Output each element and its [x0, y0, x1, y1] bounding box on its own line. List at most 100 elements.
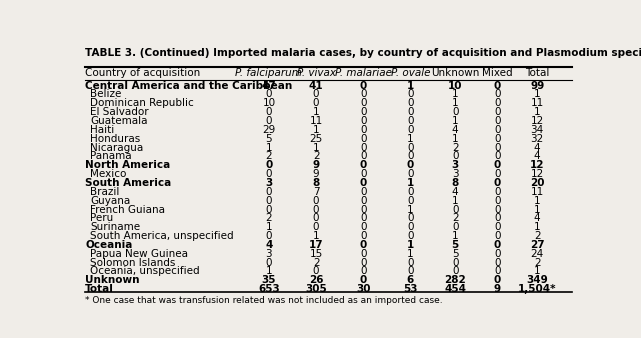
- Text: 4: 4: [452, 125, 458, 135]
- Text: 32: 32: [531, 134, 544, 144]
- Text: Unknown: Unknown: [85, 275, 140, 285]
- Text: P. falciparum: P. falciparum: [235, 68, 303, 78]
- Text: 2: 2: [452, 143, 458, 152]
- Text: * One case that was transfusion related was not included as an imported case.: * One case that was transfusion related …: [85, 296, 443, 305]
- Text: Total: Total: [525, 68, 549, 78]
- Text: 1: 1: [452, 196, 458, 206]
- Text: Central America and the Caribbean: Central America and the Caribbean: [85, 81, 292, 91]
- Text: 24: 24: [531, 249, 544, 259]
- Text: 0: 0: [452, 258, 458, 268]
- Text: 10: 10: [262, 98, 276, 108]
- Text: 27: 27: [530, 240, 544, 250]
- Text: 0: 0: [360, 196, 367, 206]
- Text: 1,504*: 1,504*: [518, 284, 556, 294]
- Text: 0: 0: [360, 134, 367, 144]
- Text: P. malariae: P. malariae: [335, 68, 392, 78]
- Text: 0: 0: [452, 222, 458, 232]
- Text: 0: 0: [360, 160, 367, 170]
- Text: 0: 0: [494, 231, 501, 241]
- Text: 1: 1: [407, 240, 414, 250]
- Text: 653: 653: [258, 284, 279, 294]
- Text: 0: 0: [313, 213, 319, 223]
- Text: 34: 34: [531, 125, 544, 135]
- Text: 2: 2: [313, 258, 319, 268]
- Text: 0: 0: [407, 125, 413, 135]
- Text: Solomon Islands: Solomon Islands: [90, 258, 176, 268]
- Text: 20: 20: [530, 178, 544, 188]
- Text: 1: 1: [265, 222, 272, 232]
- Text: 0: 0: [494, 204, 501, 215]
- Text: Nicaragua: Nicaragua: [90, 143, 144, 152]
- Text: 15: 15: [310, 249, 322, 259]
- Text: 1: 1: [313, 125, 319, 135]
- Text: 0: 0: [452, 266, 458, 276]
- Text: South America: South America: [85, 178, 171, 188]
- Text: 9: 9: [494, 284, 501, 294]
- Text: 12: 12: [531, 116, 544, 126]
- Text: Unknown: Unknown: [431, 68, 479, 78]
- Text: 3: 3: [451, 160, 459, 170]
- Text: 9: 9: [313, 160, 320, 170]
- Text: 5: 5: [451, 240, 459, 250]
- Text: Dominican Republic: Dominican Republic: [90, 98, 194, 108]
- Text: Papua New Guinea: Papua New Guinea: [90, 249, 188, 259]
- Text: 2: 2: [534, 231, 540, 241]
- Text: 0: 0: [360, 275, 367, 285]
- Text: 0: 0: [360, 231, 367, 241]
- Text: 0: 0: [407, 222, 413, 232]
- Text: 9: 9: [313, 169, 319, 179]
- Text: 1: 1: [407, 81, 414, 91]
- Text: 12: 12: [531, 169, 544, 179]
- Text: 4: 4: [452, 187, 458, 197]
- Text: 1: 1: [534, 196, 540, 206]
- Text: 53: 53: [403, 284, 418, 294]
- Text: Guyana: Guyana: [90, 196, 130, 206]
- Text: 8: 8: [451, 178, 459, 188]
- Text: Mexico: Mexico: [90, 169, 126, 179]
- Text: 0: 0: [313, 266, 319, 276]
- Text: French Guiana: French Guiana: [90, 204, 165, 215]
- Text: 0: 0: [360, 90, 367, 99]
- Text: 0: 0: [494, 81, 501, 91]
- Text: 0: 0: [360, 151, 367, 162]
- Text: 0: 0: [360, 187, 367, 197]
- Text: 0: 0: [265, 90, 272, 99]
- Text: 1: 1: [534, 90, 540, 99]
- Text: 0: 0: [407, 258, 413, 268]
- Text: North America: North America: [85, 160, 171, 170]
- Text: 0: 0: [360, 213, 367, 223]
- Text: 0: 0: [494, 266, 501, 276]
- Text: 0: 0: [407, 116, 413, 126]
- Text: 7: 7: [313, 187, 319, 197]
- Text: 11: 11: [531, 187, 544, 197]
- Text: 4: 4: [534, 213, 540, 223]
- Text: 0: 0: [313, 204, 319, 215]
- Text: 0: 0: [313, 90, 319, 99]
- Text: 0: 0: [265, 187, 272, 197]
- Text: 1: 1: [265, 266, 272, 276]
- Text: 1: 1: [407, 134, 414, 144]
- Text: 0: 0: [407, 213, 413, 223]
- Text: 0: 0: [265, 169, 272, 179]
- Text: 0: 0: [407, 151, 413, 162]
- Text: 0: 0: [452, 151, 458, 162]
- Text: El Salvador: El Salvador: [90, 107, 149, 117]
- Text: 0: 0: [360, 125, 367, 135]
- Text: 1: 1: [534, 222, 540, 232]
- Text: 1: 1: [407, 249, 414, 259]
- Text: 2: 2: [265, 151, 272, 162]
- Text: 1: 1: [452, 231, 458, 241]
- Text: 0: 0: [407, 107, 413, 117]
- Text: 0: 0: [407, 143, 413, 152]
- Text: 12: 12: [530, 160, 544, 170]
- Text: 4: 4: [534, 143, 540, 152]
- Text: 0: 0: [407, 196, 413, 206]
- Text: 0: 0: [360, 240, 367, 250]
- Text: 1: 1: [534, 107, 540, 117]
- Text: 0: 0: [494, 275, 501, 285]
- Text: 0: 0: [360, 258, 367, 268]
- Text: Brazil: Brazil: [90, 187, 119, 197]
- Text: Total: Total: [85, 284, 114, 294]
- Text: 0: 0: [494, 213, 501, 223]
- Text: 0: 0: [360, 169, 367, 179]
